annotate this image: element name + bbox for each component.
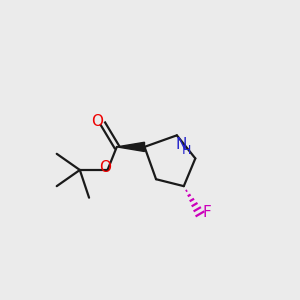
Text: H: H [182, 144, 191, 157]
Text: O: O [99, 160, 111, 175]
Polygon shape [117, 142, 145, 152]
Text: F: F [202, 205, 211, 220]
Text: N: N [176, 137, 187, 152]
Text: O: O [91, 114, 103, 129]
